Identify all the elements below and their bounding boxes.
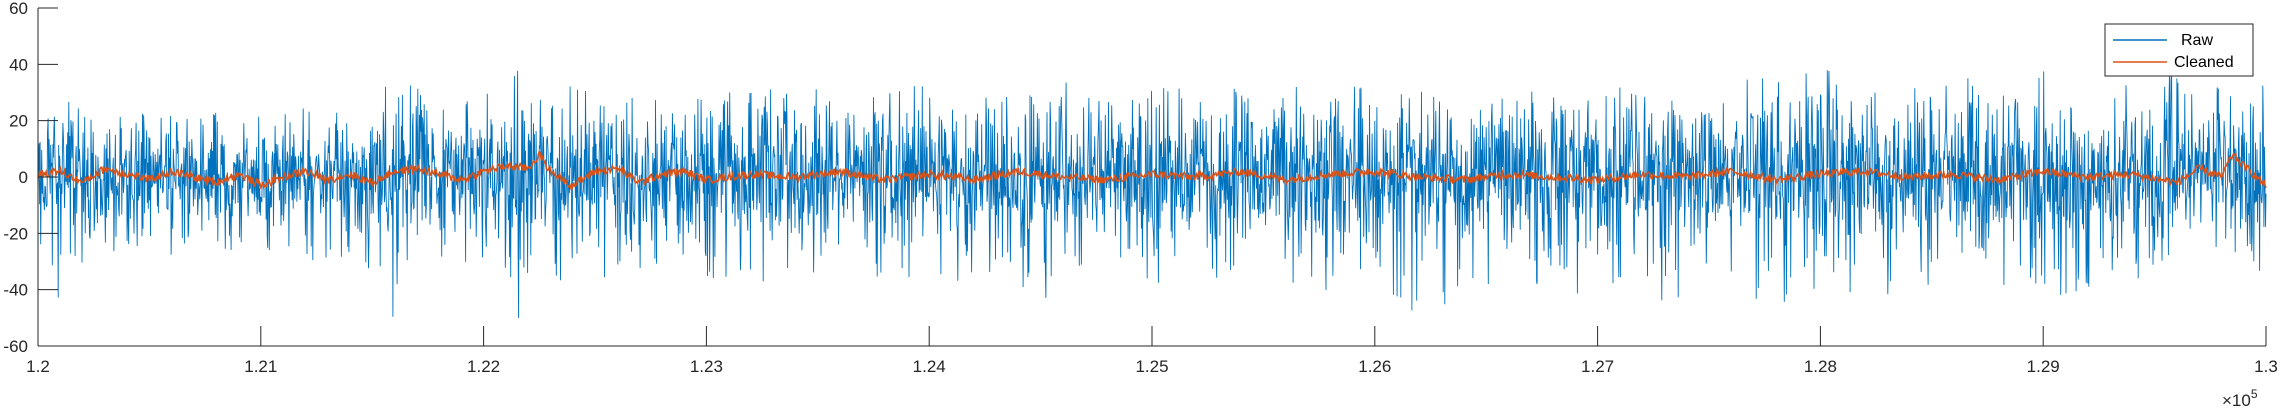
y-tick-label: 0 <box>19 168 28 187</box>
x-exponent-power: 5 <box>2251 387 2258 401</box>
y-tick-label: 40 <box>9 55 28 74</box>
x-tick-label: 1.27 <box>1581 357 1614 376</box>
y-tick-label: -20 <box>3 224 28 243</box>
x-tick-label: 1.29 <box>2027 357 2060 376</box>
x-exponent-base: ×10 <box>2222 391 2251 410</box>
x-tick-label: 1.22 <box>467 357 500 376</box>
raw-series <box>37 70 2267 319</box>
x-tick-label: 1.3 <box>2254 357 2278 376</box>
cleaned-line <box>37 149 2267 191</box>
tick-labels: 1.2 1.21 1.22 1.23 1.24 1.25 1.26 1.27 1.28 1.29 1… <box>3 0 2277 376</box>
x-tick-label: 1.23 <box>690 357 723 376</box>
legend-raw-label: Raw <box>2181 32 2213 49</box>
x-tick-label: 1.24 <box>913 357 946 376</box>
x-tick-label: 1.2 <box>26 357 50 376</box>
x-tick-label: 1.25 <box>1135 357 1168 376</box>
x-tick-label: 1.28 <box>1804 357 1837 376</box>
cleaned-series <box>37 149 2267 191</box>
x-exponent-label: ×105 <box>2222 387 2258 410</box>
y-tick-label: -60 <box>3 337 28 356</box>
y-tick-label: 60 <box>9 0 28 18</box>
legend-box <box>2104 23 2254 77</box>
axes <box>37 7 2267 347</box>
y-tick-label: -40 <box>3 281 28 300</box>
x-tick-label: 1.21 <box>244 357 277 376</box>
y-tick-label: 20 <box>9 112 28 131</box>
legend-cleaned-label: Cleaned <box>2174 54 2234 71</box>
x-tick-label: 1.26 <box>1358 357 1391 376</box>
legend: Raw Cleaned <box>2104 23 2254 77</box>
raw-line <box>37 70 2267 319</box>
